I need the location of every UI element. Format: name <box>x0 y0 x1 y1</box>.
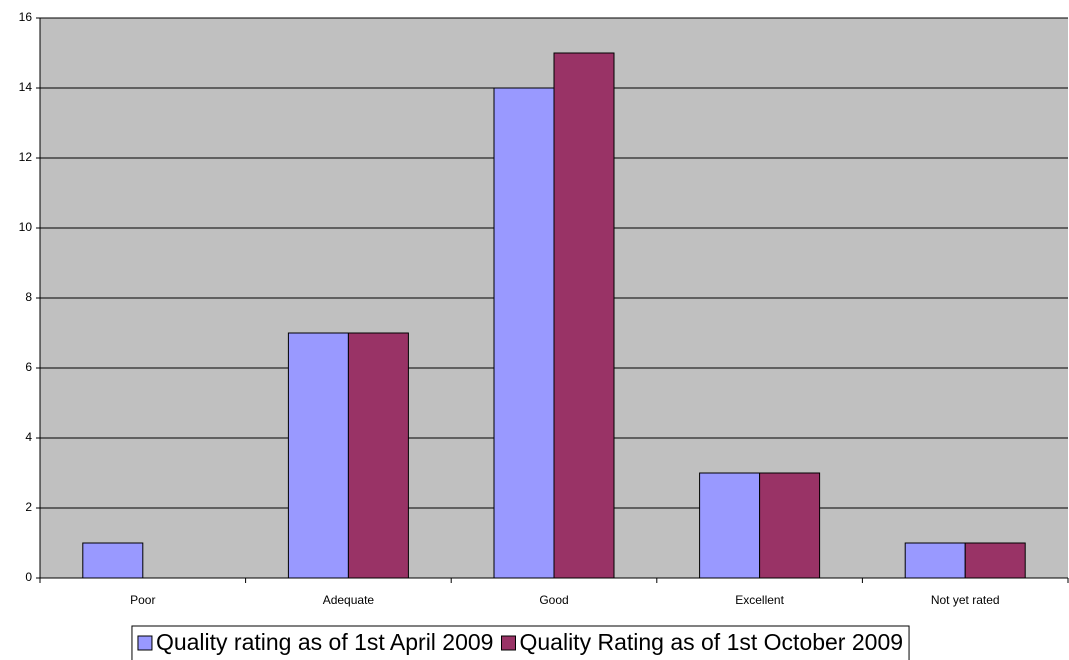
y-tick-label: 0 <box>25 570 32 584</box>
bar <box>82 542 144 579</box>
bar <box>287 332 349 579</box>
y-tick-label: 4 <box>25 430 32 444</box>
bar <box>553 52 615 579</box>
x-tick-label: Adequate <box>323 593 375 607</box>
x-tick-label: Poor <box>130 593 155 607</box>
legend-swatch <box>500 635 516 651</box>
y-tick-label: 16 <box>19 10 33 24</box>
y-tick-label: 6 <box>25 360 32 374</box>
y-tick-label: 14 <box>19 80 33 94</box>
bar <box>347 332 409 579</box>
bar <box>964 542 1026 579</box>
bar <box>904 542 966 579</box>
x-tick-label: Excellent <box>735 593 784 607</box>
y-tick-label: 10 <box>19 220 33 234</box>
bar <box>493 87 555 579</box>
x-tick-label: Not yet rated <box>931 593 1000 607</box>
bar <box>699 472 761 579</box>
y-tick-label: 2 <box>25 500 32 514</box>
legend-label: Quality Rating as of 1st October 2009 <box>519 629 903 655</box>
legend-swatch <box>137 635 153 651</box>
y-tick-label: 12 <box>19 150 33 164</box>
x-tick-label: Good <box>539 593 568 607</box>
y-tick-label: 8 <box>25 290 32 304</box>
legend-box <box>131 625 910 660</box>
bar <box>759 472 821 579</box>
legend-label: Quality rating as of 1st April 2009 <box>156 629 494 655</box>
